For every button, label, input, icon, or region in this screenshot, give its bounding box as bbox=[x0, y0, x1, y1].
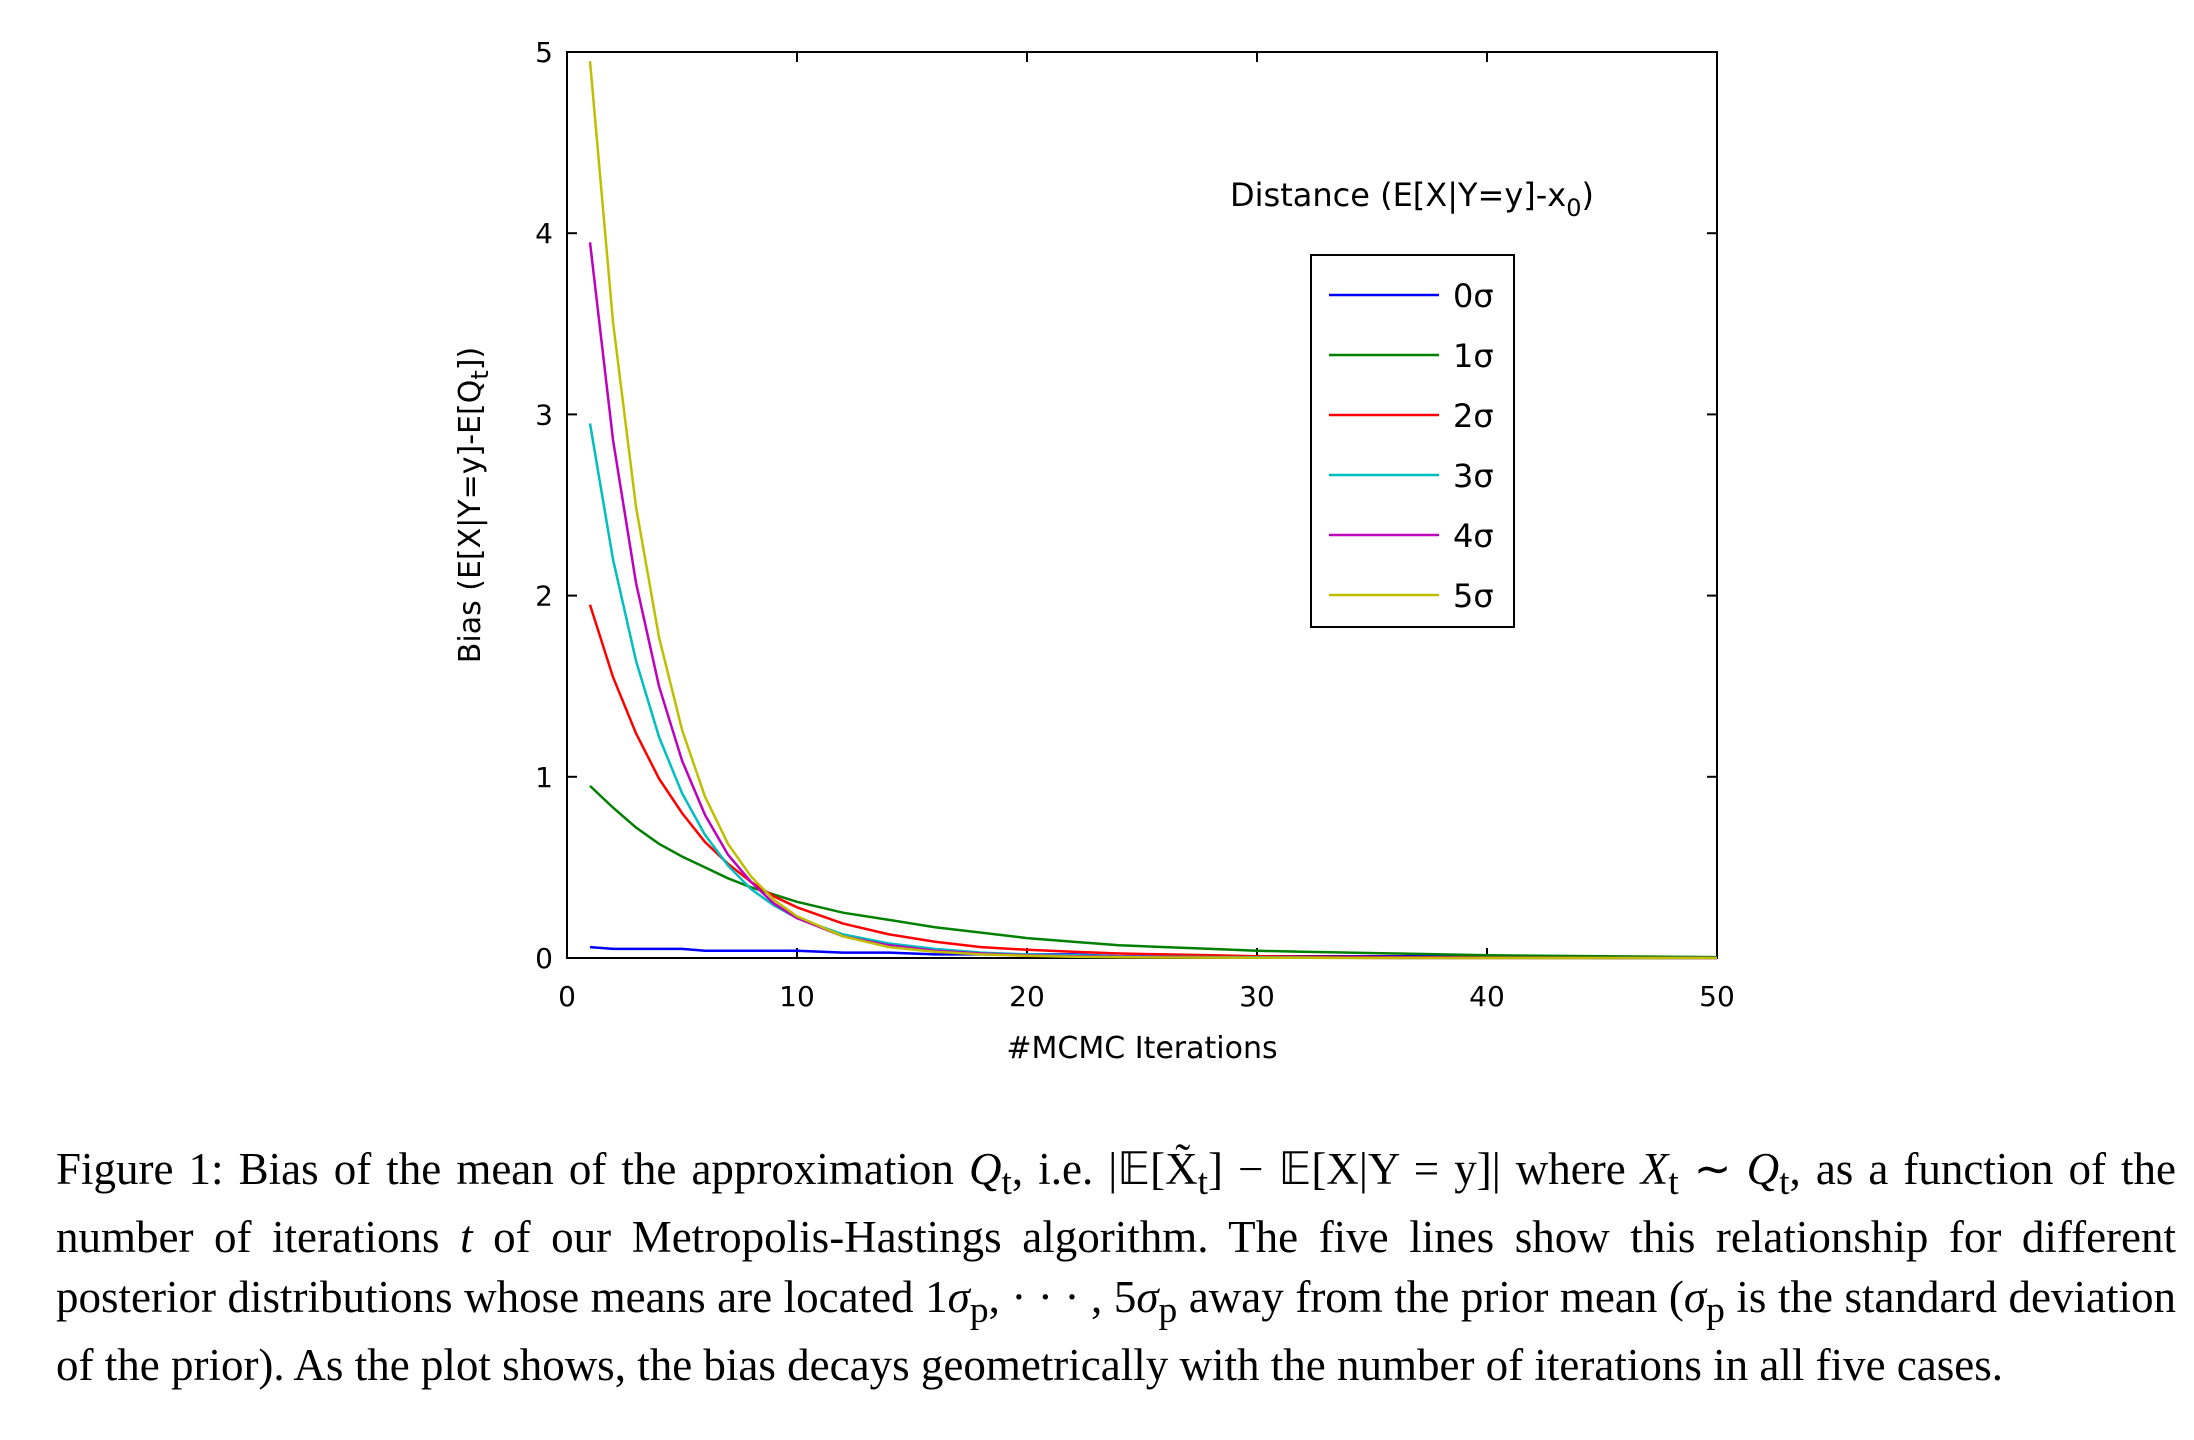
legend-label: 2σ bbox=[1453, 397, 1494, 435]
caption-part: , · · · , 5 bbox=[988, 1271, 1137, 1322]
caption-math-sub: p bbox=[1706, 1289, 1725, 1331]
legend-title-pre: Distance (E[X|Y=y]-x bbox=[1230, 176, 1566, 214]
legend-title-sub: 0 bbox=[1566, 194, 1581, 222]
legend-title-post: ) bbox=[1582, 176, 1594, 214]
caption-math: t bbox=[460, 1211, 473, 1262]
caption-math: σ bbox=[1136, 1271, 1159, 1322]
caption-math-sub: t bbox=[1001, 1162, 1012, 1203]
x-tick-label: 0 bbox=[558, 980, 576, 1013]
legend-label: 0σ bbox=[1453, 277, 1494, 315]
x-tick-label: 10 bbox=[779, 980, 815, 1013]
x-tick-label: 20 bbox=[1009, 980, 1045, 1013]
legend-label: 4σ bbox=[1453, 517, 1494, 555]
y-tick-label: 5 bbox=[535, 36, 553, 69]
y-axis-label: Bias (E[X|Y=y]-E[Qt]) bbox=[453, 347, 494, 663]
x-axis-label: #MCMC Iterations bbox=[1006, 1031, 1277, 1066]
y-tick-label: 0 bbox=[535, 942, 553, 975]
y-tick-label: 4 bbox=[535, 217, 553, 250]
caption-math-sub: t bbox=[1197, 1162, 1209, 1203]
plot-frame bbox=[566, 51, 1718, 959]
y-axis-label-pre: Bias (E[X|Y=y]-E[Q bbox=[453, 380, 488, 664]
caption-part: is the standard deviation of the prior).… bbox=[56, 1271, 2176, 1390]
legend-label: 5σ bbox=[1453, 577, 1494, 615]
bias-chart: 0 10 20 30 40 50 0 1 2 3 4 5 #MCMC Iterations Bias… bbox=[453, 36, 1735, 1066]
x-axis-ticks: 0 10 20 30 40 50 bbox=[558, 52, 1735, 1013]
caption-math-sub: p bbox=[969, 1289, 989, 1331]
figure-caption: Figure 1: Bias of the mean of the approx… bbox=[56, 1140, 2176, 1395]
caption-part: Figure 1: Bias of the mean of the approx… bbox=[56, 1144, 969, 1194]
y-axis-ticks: 0 1 2 3 4 5 bbox=[535, 36, 1717, 975]
caption-part: away from the prior mean ( bbox=[1177, 1271, 1684, 1322]
legend-label: 1σ bbox=[1453, 337, 1494, 375]
y-tick-label: 3 bbox=[535, 398, 553, 431]
y-axis-label-sub: t bbox=[466, 370, 494, 379]
x-tick-label: 40 bbox=[1469, 980, 1505, 1013]
caption-math: Q bbox=[968, 1144, 1002, 1194]
caption-part: , i.e. |𝔼[X̃ bbox=[1011, 1144, 1198, 1194]
y-axis-label-post: ]) bbox=[453, 347, 488, 370]
legend: 0σ 1σ 2σ 3σ 4σ 5σ bbox=[1310, 254, 1515, 628]
x-tick-label: 30 bbox=[1239, 980, 1275, 1013]
caption-math: Q bbox=[1746, 1144, 1780, 1194]
legend-label: 3σ bbox=[1453, 457, 1494, 495]
caption-part: , as a function of the number of iterati… bbox=[56, 1144, 2177, 1262]
caption-math: σ bbox=[1683, 1271, 1707, 1322]
series-line bbox=[589, 784, 1718, 959]
x-tick-label: 50 bbox=[1699, 980, 1735, 1013]
caption-part: ] − 𝔼[X|Y = y]| where bbox=[1208, 1144, 1641, 1194]
caption-math: X bbox=[1640, 1144, 1669, 1194]
caption-part: ∼ bbox=[1678, 1144, 1747, 1194]
legend-title: Distance (E[X|Y=y]-x0) bbox=[1230, 176, 1594, 222]
caption-math-sub: t bbox=[1668, 1162, 1679, 1203]
caption-part: of our Metropolis-Hastings algorithm. Th… bbox=[56, 1211, 2176, 1322]
legend-box bbox=[1310, 254, 1515, 628]
plot-area bbox=[566, 51, 1718, 959]
series-line bbox=[588, 60, 1717, 960]
caption-math-sub: p bbox=[1158, 1289, 1178, 1331]
y-tick-label: 1 bbox=[535, 761, 553, 794]
caption-math: σ bbox=[947, 1271, 970, 1322]
caption-math-sub: t bbox=[1779, 1162, 1790, 1203]
y-tick-label: 2 bbox=[535, 580, 553, 613]
series-lines bbox=[588, 60, 1718, 960]
